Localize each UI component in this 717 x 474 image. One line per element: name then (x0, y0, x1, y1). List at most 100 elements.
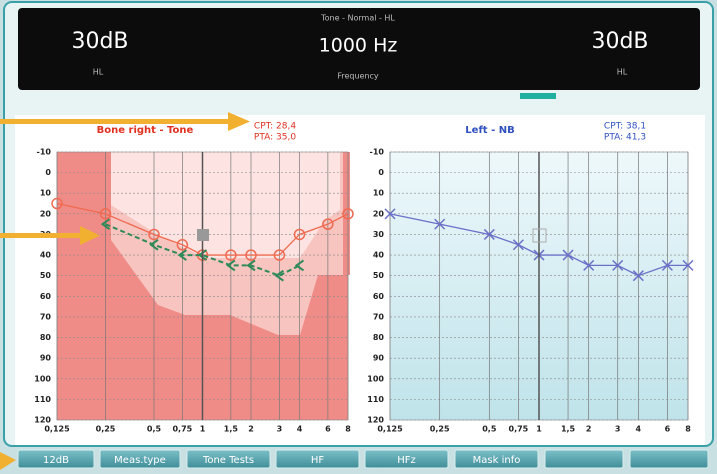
point (51, 197, 63, 210)
y-tick-label: -10 (37, 148, 52, 157)
softkey[interactable] (629, 449, 709, 469)
header-bar (18, 8, 700, 90)
x-tick-label: 8 (345, 425, 351, 434)
point (100, 218, 111, 230)
point (99, 208, 112, 220)
x-tick-label: 0,75 (172, 425, 192, 434)
zone (111, 152, 340, 258)
point (322, 218, 334, 230)
y-tick-label: 40 (373, 251, 385, 260)
point (384, 208, 396, 220)
point (562, 249, 574, 261)
point (177, 249, 187, 261)
x-tick-label: 1,5 (561, 425, 576, 434)
zone (57, 152, 348, 420)
y-tick-label: 100 (367, 374, 384, 383)
point (483, 228, 495, 240)
softkey-label: Mask info (473, 455, 521, 466)
y-tick-label: 0 (45, 168, 51, 177)
y-tick-label: 0 (378, 168, 384, 177)
y-tick-label: 10 (40, 189, 52, 198)
point (612, 259, 624, 271)
chart-title: Left - NB (465, 125, 514, 136)
left-level: 30dB (71, 29, 128, 54)
y-tick-label: 80 (373, 333, 385, 342)
x-tick-label: 1 (200, 425, 206, 434)
y-tick-label: 110 (367, 395, 384, 404)
indicator (520, 93, 556, 99)
chart-title: Bone right - Tone (97, 125, 194, 136)
y-tick-label: 40 (40, 251, 52, 260)
arrow (0, 112, 250, 470)
x-tick-label: 0,5 (147, 425, 162, 434)
x-tick-label: 4 (297, 425, 303, 434)
series-line (56, 202, 349, 256)
x-tick-label: 0,5 (482, 425, 497, 434)
right-unit: HL (617, 68, 628, 77)
x-tick-label: 3 (615, 425, 621, 434)
y-tick-label: 110 (34, 395, 51, 404)
softkey-label: 12dB (43, 455, 69, 466)
y-tick-label: 100 (34, 374, 51, 383)
y-tick-label: 80 (40, 333, 52, 342)
cursor-marker (532, 228, 547, 243)
left-unit: HL (93, 68, 104, 77)
cpt: CPT: 28,4 (254, 122, 296, 132)
frequency-label: Frequency (337, 72, 379, 81)
point (226, 259, 236, 272)
point (274, 269, 284, 282)
softkey[interactable] (454, 449, 539, 469)
pta: PTA: 35,0 (254, 133, 296, 143)
y-tick-label: 30 (373, 230, 385, 239)
x-tick-label: 2 (586, 425, 592, 434)
y-tick-label: 20 (373, 209, 385, 218)
x-tick-label: 8 (685, 425, 691, 434)
softkey[interactable] (17, 449, 95, 469)
point (197, 249, 208, 261)
y-tick-label: 120 (34, 416, 51, 425)
point (632, 270, 644, 282)
softkey[interactable] (364, 449, 449, 469)
point (661, 259, 673, 271)
point (176, 239, 189, 251)
y-tick-label: 20 (40, 209, 52, 218)
x-tick-label: 3 (277, 425, 283, 434)
y-tick-label: -10 (370, 148, 385, 157)
point (148, 228, 160, 241)
y-tick-label: 70 (373, 312, 385, 321)
caption: Tone - Normal - HL (320, 14, 395, 23)
x-tick-label: 2 (248, 425, 254, 434)
right-level: 30dB (591, 29, 648, 54)
point (246, 259, 256, 272)
y-tick-label: 50 (40, 271, 52, 280)
point (512, 239, 524, 251)
softkey[interactable] (186, 449, 271, 469)
point (434, 218, 446, 230)
softkey-label: Meas.type (114, 455, 166, 466)
x-tick-label: 1 (536, 425, 542, 434)
point (342, 208, 354, 220)
cursor-marker (197, 229, 209, 241)
x-tick-label: 4 (636, 425, 642, 434)
softkey-label: HFz (397, 455, 416, 466)
y-tick-label: 50 (373, 271, 385, 280)
cpt: CPT: 38,1 (604, 122, 646, 132)
softkey[interactable] (544, 449, 624, 469)
softkey[interactable] (275, 449, 360, 469)
y-tick-label: 60 (40, 292, 52, 301)
y-tick-label: 70 (40, 312, 52, 321)
point (682, 259, 694, 271)
x-tick-label: 1,5 (224, 425, 239, 434)
series-line (105, 223, 300, 277)
x-tick-label: 6 (665, 425, 671, 434)
point (583, 259, 595, 271)
y-tick-label: 10 (373, 189, 385, 198)
point (149, 238, 159, 251)
x-tick-label: 6 (325, 425, 331, 434)
y-tick-label: 90 (373, 354, 385, 363)
point (245, 249, 257, 261)
softkey[interactable] (99, 449, 181, 469)
softkey-label: Tone Tests (202, 455, 254, 466)
x-tick-label: 0,75 (509, 425, 529, 434)
